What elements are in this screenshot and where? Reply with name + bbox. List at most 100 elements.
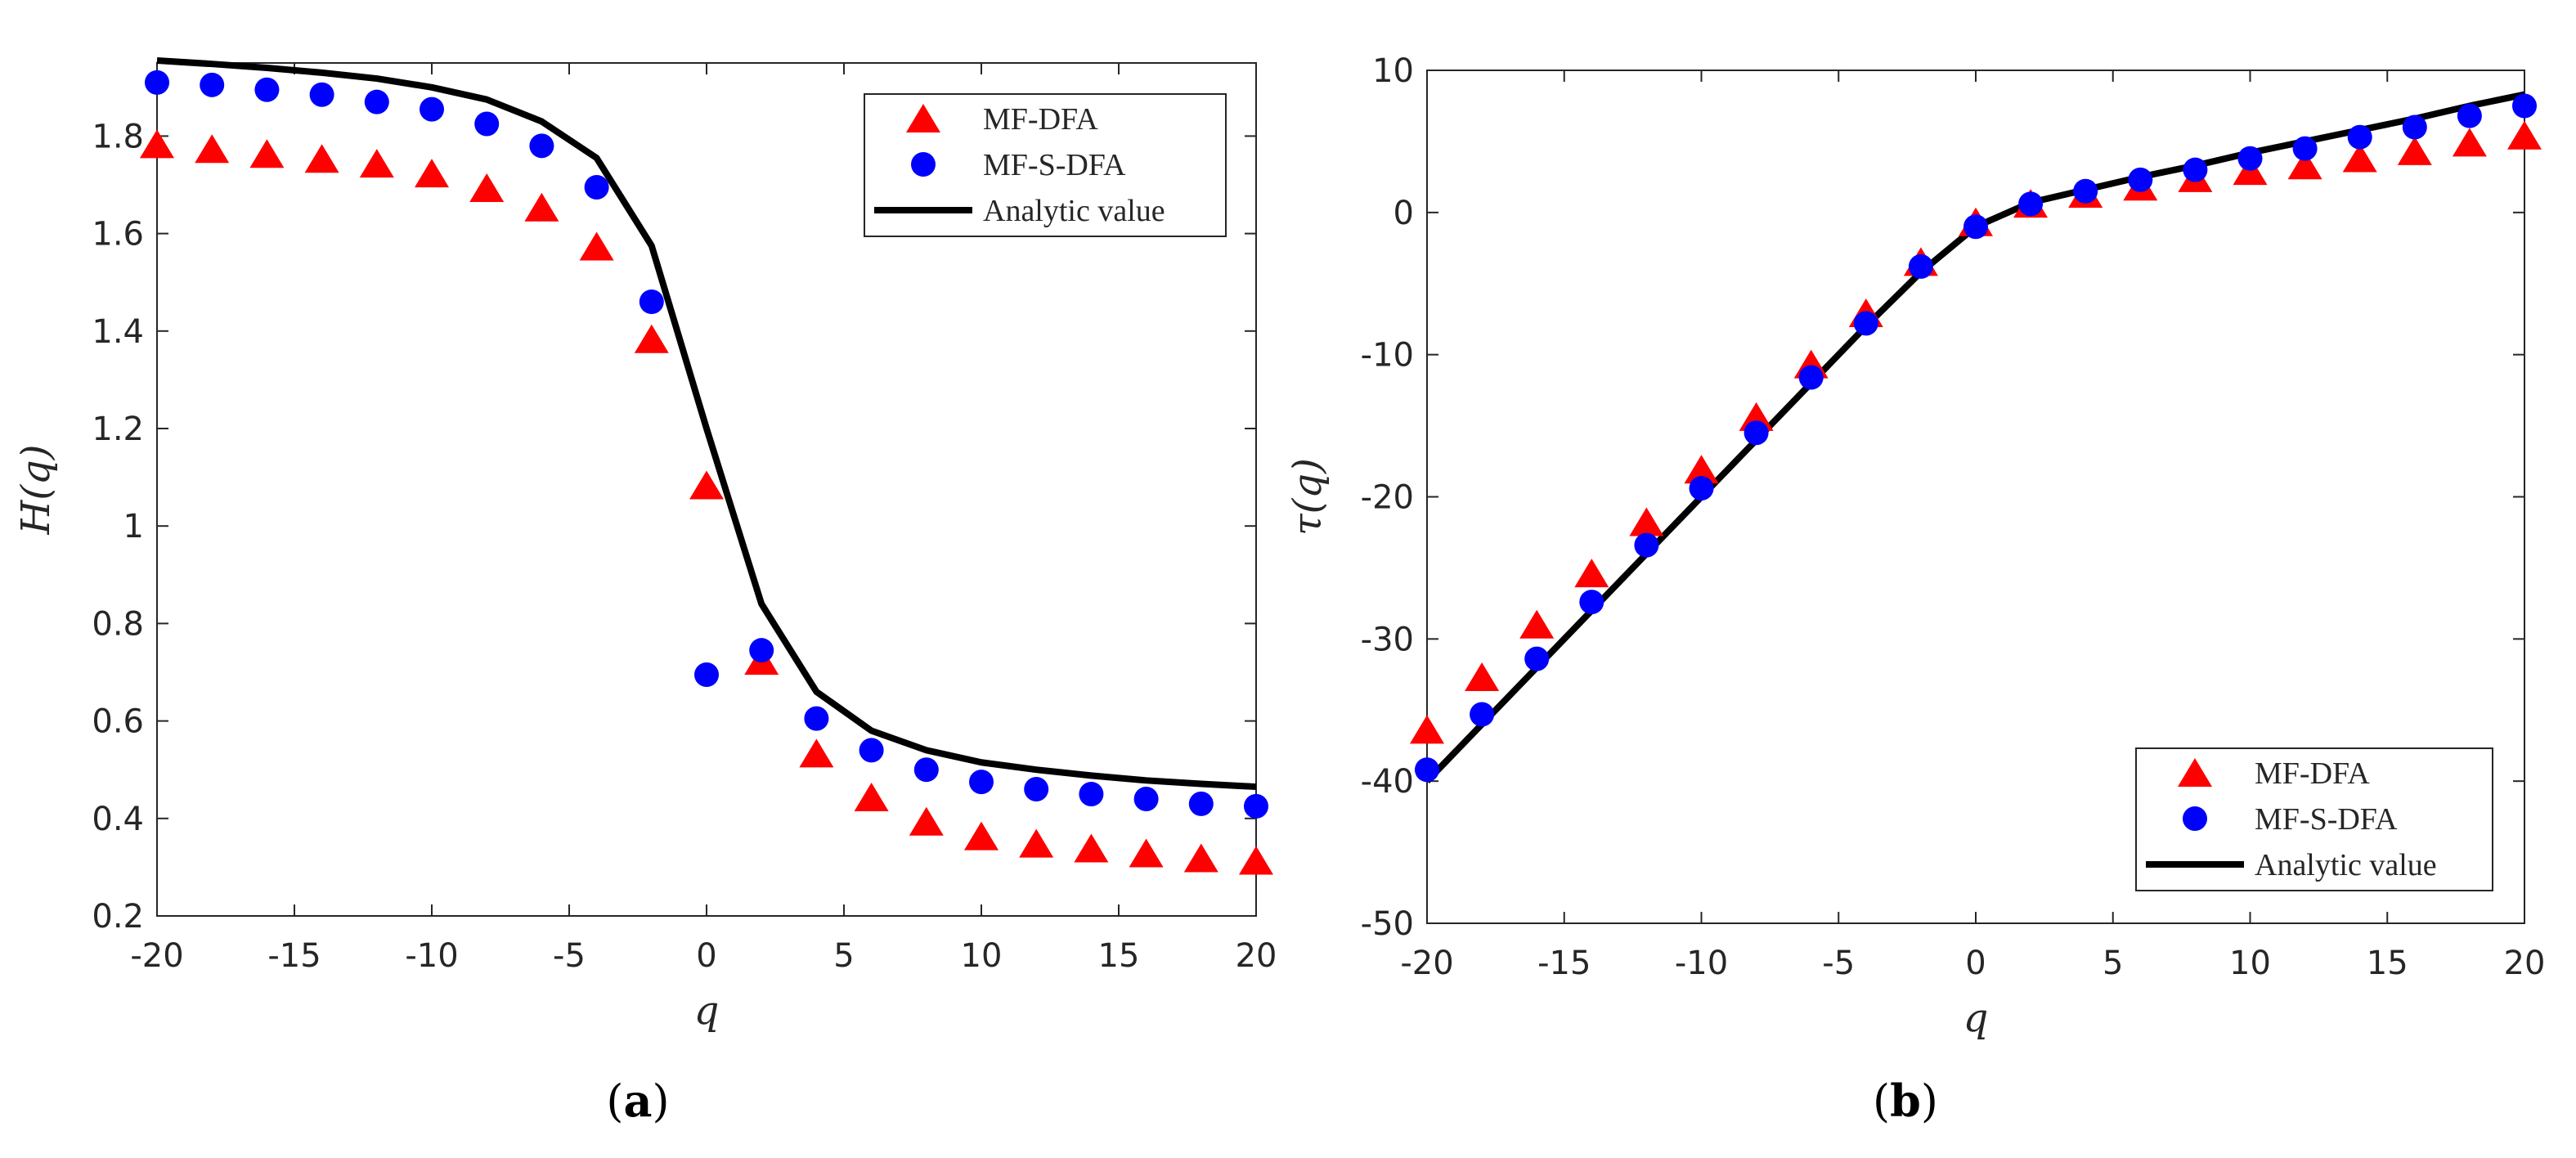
mfsdfa-point [1524, 646, 1550, 671]
y-tick-label: 1.2 [92, 411, 144, 448]
mfdfa-point [415, 159, 449, 188]
mfsdfa-point [913, 757, 939, 783]
mfsdfa-point [2512, 93, 2537, 119]
mfsdfa-point [2128, 167, 2153, 192]
x-tick-label: 0 [1965, 945, 1986, 982]
mfdfa-point [1739, 402, 1774, 431]
y-tick-label: 0.4 [92, 801, 144, 838]
mfsdfa-point [2073, 178, 2098, 204]
x-tick-label: 20 [2504, 945, 2546, 982]
legend: MF-DFA MF-S-DFA Analytic value [2135, 747, 2493, 891]
mfsdfa-point [2183, 157, 2208, 182]
y-axis-label: H(q) [13, 444, 59, 535]
x-tick-label: 15 [1098, 937, 1140, 975]
mfdfa-point [1239, 846, 1273, 875]
x-tick-label: -10 [1675, 945, 1728, 982]
mfdfa-point [799, 738, 834, 768]
legend-triangle-icon [2178, 758, 2212, 787]
y-tick-label: 0.8 [92, 605, 144, 643]
y-tick-label: -50 [1361, 905, 1414, 943]
mfsdfa-point [1634, 532, 1659, 558]
mfsdfa-point [254, 77, 280, 102]
x-axis-label: q [694, 988, 720, 1034]
mfdfa-point [2342, 143, 2377, 173]
y-tick-label: 1 [123, 508, 144, 545]
mfdfa-point [140, 129, 174, 159]
y-tick-label: 0 [1393, 195, 1414, 232]
mfsdfa-point [420, 96, 444, 122]
y-axis-label: τ(q) [1285, 458, 1331, 536]
mfdfa-point [634, 324, 669, 353]
mfsdfa-point [1470, 702, 1495, 727]
mfdfa-point [964, 821, 999, 851]
mfdfa-point [2452, 128, 2487, 157]
mfdfa-point [2397, 136, 2432, 165]
legend-entry-label: Analytic value [2255, 848, 2437, 882]
mfdfa-point [524, 192, 559, 222]
x-tick-label: 10 [961, 937, 1003, 975]
mfdfa-point [249, 139, 285, 168]
mfsdfa-point [2347, 124, 2372, 150]
y-tick-label: 0.2 [92, 898, 144, 936]
panel-label: (b) [1873, 1075, 1938, 1127]
panel-a: -20 -15 -10 -5 0 5 10 15 20 0.2 0.4 0.6 0.8 1 1.2 1.4 1.… [13, 57, 1277, 1127]
mfsdfa-point [969, 770, 994, 795]
mfsdfa-point [1188, 791, 1214, 816]
x-tick-label: 5 [833, 937, 854, 975]
x-tick-label: -5 [553, 937, 586, 975]
y-tick-label: 1.6 [92, 216, 144, 254]
mfsdfa-point [2018, 191, 2044, 217]
x-tick-label: 0 [696, 937, 716, 975]
y-tick-label: -40 [1361, 763, 1414, 801]
mfdfa-point [1519, 609, 1555, 639]
mfsdfa-point [1579, 590, 1604, 615]
mfdfa-point [1074, 833, 1109, 863]
mfsdfa-point [2237, 146, 2263, 171]
mfsdfa-point [1853, 311, 1878, 336]
x-tick-label: -15 [1537, 945, 1591, 982]
panel-b: -20 -15 -10 -5 0 5 10 15 20-50-40-30-20-10010qτ(… [1285, 52, 2545, 1127]
mfsdfa-point [200, 72, 225, 97]
mfsdfa-point [145, 70, 169, 95]
mfdfa-point [1684, 455, 1719, 484]
mfsdfa-point [1079, 782, 1104, 806]
mfdfa-point [304, 144, 339, 173]
mfdfa-point [579, 231, 614, 261]
mfsdfa-point [1689, 476, 1714, 501]
mfsdfa-point [1908, 254, 1933, 279]
mfdfa-point [1629, 507, 1664, 536]
mfdfa-point [1410, 715, 1444, 744]
analytic-line [156, 57, 1257, 791]
mfsdfa-point [1133, 786, 1159, 811]
mfsdfa-point [749, 638, 774, 663]
mfsdfa-point [474, 111, 500, 137]
panel-label: (a) [606, 1075, 669, 1127]
mfsdfa-point [859, 738, 884, 763]
y-tick-label: 1.8 [92, 118, 144, 155]
legend: MF-DFA MF-S-DFA Analytic value [864, 93, 1227, 237]
mfdfa-point [689, 470, 724, 500]
x-tick-label: 5 [2103, 945, 2123, 982]
y-tick-label: -10 [1361, 337, 1414, 375]
mfdfa-point [1129, 838, 1164, 868]
legend-circle-icon [2183, 806, 2207, 831]
mfsdfa-point [1744, 420, 1769, 446]
mfdfa-point [2287, 150, 2322, 180]
mfdfa-point [1019, 828, 1054, 858]
x-tick-label: -10 [405, 937, 458, 975]
x-tick-label: 15 [2367, 945, 2408, 982]
x-tick-label: 10 [2229, 945, 2271, 982]
mfsdfa-point [694, 662, 719, 687]
mfsdfa-point [364, 89, 389, 114]
y-tick-label: -20 [1361, 479, 1414, 517]
mfsdfa-point [1024, 777, 1049, 802]
mfdfa-point [909, 806, 944, 836]
legend-entry-label: MF-DFA [983, 102, 1098, 137]
x-tick-label: -20 [1400, 945, 1453, 982]
mfsdfa-point [804, 706, 829, 731]
x-tick-label: -5 [1822, 945, 1855, 982]
mfdfa-point [1574, 559, 1609, 588]
x-axis-label: q [1963, 995, 1989, 1041]
mfsdfa-point [639, 290, 664, 315]
